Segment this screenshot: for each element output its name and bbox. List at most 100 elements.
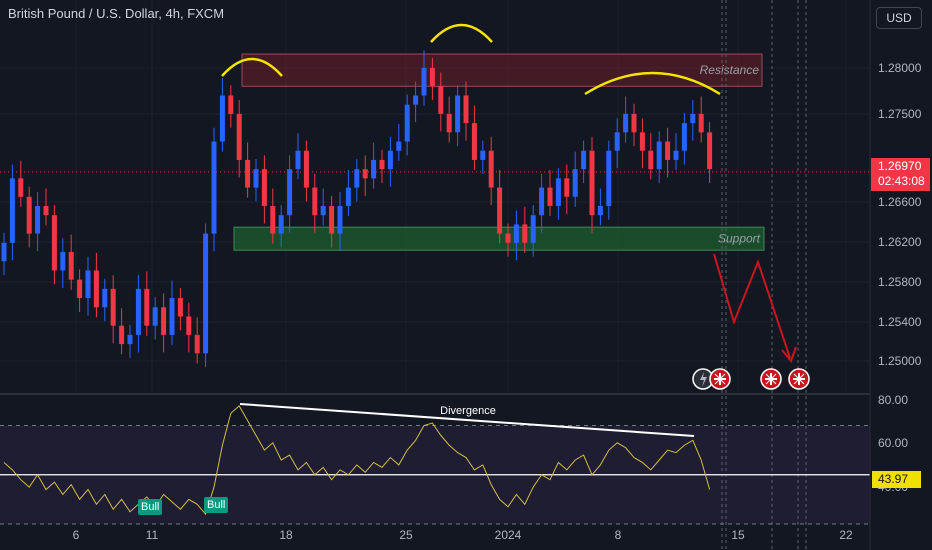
candle-body [194, 334, 200, 354]
candle [446, 96, 452, 143]
candle [1, 232, 7, 276]
time-tick: 22 [839, 528, 853, 542]
rsi-tick: 60.00 [878, 436, 908, 450]
candle-body [421, 67, 427, 96]
resistance-label: Resistance [700, 63, 760, 77]
last-price-value: 1.26970 [878, 159, 922, 173]
candle-body [505, 233, 511, 243]
price-axis: 1.28000 1.27500 1.26600 1.26200 1.25800 1.254… [878, 61, 922, 368]
candle [555, 168, 561, 220]
candle [152, 297, 158, 340]
candle [379, 149, 385, 183]
candle [85, 256, 91, 316]
candle-body [9, 178, 15, 243]
candle [236, 100, 242, 178]
candle [614, 118, 620, 169]
candle-body [26, 196, 32, 234]
last-price-tag: 1.26970 02:43:08 [871, 158, 930, 191]
candle [522, 206, 528, 253]
price-tick: 1.25800 [878, 275, 922, 289]
candle-body [480, 150, 486, 160]
candle-body [303, 150, 309, 188]
candle [421, 50, 427, 106]
candle [387, 136, 393, 187]
candle-body [648, 150, 654, 170]
lightning-event-icon[interactable] [692, 368, 714, 390]
candle-body [211, 141, 217, 234]
candle [656, 131, 662, 183]
candle-body [690, 113, 696, 124]
candle-body [589, 150, 595, 216]
candle [564, 164, 570, 215]
candle [665, 127, 671, 178]
candle-body [261, 169, 267, 206]
candle-body [522, 224, 528, 243]
candle-body [135, 288, 141, 335]
forecast-arrowhead [781, 346, 797, 364]
candle-body [362, 169, 368, 179]
candle-body [253, 169, 259, 188]
candle [396, 124, 402, 161]
uk-flag-event-icon[interactable] [709, 368, 731, 390]
divergence-label: Divergence [440, 405, 496, 417]
candle-body [488, 150, 494, 188]
candlestick-series [1, 50, 713, 368]
candle-body [186, 316, 192, 335]
candle-body [169, 298, 175, 335]
candle-body [438, 86, 444, 114]
candle-body [656, 141, 662, 170]
candle-body [707, 132, 713, 170]
candle [278, 205, 284, 248]
candle [320, 188, 326, 226]
candle-body [429, 67, 435, 87]
time-tick: 6 [73, 528, 80, 542]
candle [345, 170, 351, 217]
support-label: Support [718, 232, 761, 246]
uk-flag-event-icon[interactable] [788, 368, 810, 390]
time-tick: 8 [615, 528, 622, 542]
candle-body [60, 252, 66, 271]
candle [211, 127, 217, 252]
candle-body [354, 169, 360, 188]
lightning-glyph [700, 372, 707, 387]
candle [530, 205, 536, 257]
candle [471, 105, 477, 171]
candle-body [379, 159, 385, 170]
candle [463, 81, 469, 141]
candle [572, 151, 578, 207]
candle-body [539, 187, 545, 216]
candle [513, 210, 519, 261]
candle-body [77, 279, 83, 299]
candle [480, 140, 486, 174]
candle-body [463, 95, 469, 124]
rsi-value-tag: 43.97 [872, 471, 921, 488]
price-tick: 1.27500 [878, 107, 922, 121]
candle [35, 192, 41, 252]
candle [194, 317, 200, 364]
candle-body [85, 270, 91, 299]
candle [303, 140, 309, 202]
candle-body [43, 205, 49, 216]
candle-body [18, 178, 24, 197]
candle [539, 173, 545, 233]
candle-body [631, 113, 637, 133]
candle-body [245, 159, 251, 188]
candle [623, 96, 629, 143]
candle-body [513, 224, 519, 243]
candle-body [329, 205, 335, 234]
candle-body [371, 159, 377, 179]
candle [497, 170, 503, 244]
candle [93, 252, 99, 318]
uk-flag-event-icon[interactable] [760, 368, 782, 390]
candle-body [228, 95, 234, 114]
candle-body [337, 205, 343, 234]
divergence-line [239, 403, 695, 437]
candle [127, 324, 133, 358]
candle [102, 278, 108, 322]
candle [119, 308, 125, 355]
candle-body [51, 215, 57, 271]
price-tick: 1.26600 [878, 195, 922, 209]
currency-button[interactable]: USD [876, 7, 922, 29]
candle [707, 122, 713, 183]
